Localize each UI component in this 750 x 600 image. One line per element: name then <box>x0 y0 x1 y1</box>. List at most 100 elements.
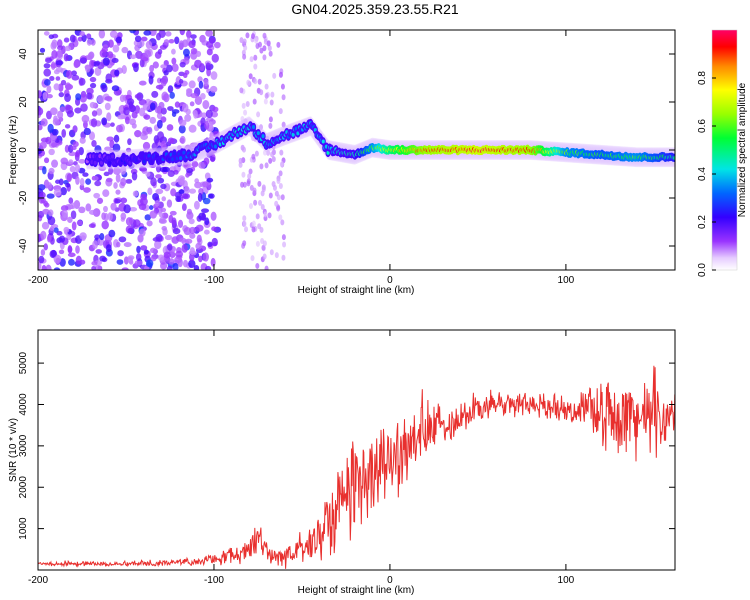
spectrogram-cell <box>158 212 164 218</box>
spectrogram-cell <box>254 37 259 44</box>
spectrogram-cell <box>204 217 210 226</box>
spectrogram-cell <box>58 249 65 255</box>
spectrogram-cell <box>39 141 47 149</box>
spectrogram-cell <box>267 212 272 219</box>
spectrogram-cell <box>188 218 195 225</box>
spectrogram-cell <box>167 106 174 111</box>
spectrogram-cell <box>53 267 61 270</box>
spectrogram-cell <box>154 106 162 114</box>
spectrogram-cell <box>268 192 273 199</box>
spectrogram-cell <box>271 156 276 163</box>
spectrogram-cell <box>48 167 55 175</box>
spectrogram-cell <box>148 75 154 85</box>
spectrogram-cell <box>240 181 245 188</box>
spectrogram-cell <box>200 92 206 100</box>
spectrogram-cell <box>104 102 111 111</box>
spectrogram-cell <box>164 234 173 241</box>
spectrogram-cell <box>194 181 203 189</box>
spectrogram-cell <box>248 168 253 175</box>
y-tick-label: -40 <box>18 238 29 253</box>
y-tick-label: 3000 <box>18 434 29 457</box>
spectrogram-cell <box>198 255 203 263</box>
spectrogram-cell <box>195 242 202 250</box>
spectrogram-cell <box>104 96 113 102</box>
spectrogram-cell <box>205 109 213 119</box>
spectrogram-cell <box>250 255 255 262</box>
spectrogram-cell <box>88 209 97 215</box>
spectrogram-cell <box>123 256 129 265</box>
spectrogram-cell <box>134 35 142 43</box>
spectrogram-cell <box>123 107 130 116</box>
spectrogram-cell <box>65 182 71 188</box>
spectrogram-cell <box>280 219 285 226</box>
spectrogram-cell <box>205 62 211 71</box>
spectrogram-cell <box>184 185 190 194</box>
spectrogram-cell <box>59 235 66 243</box>
colorbar-ticks: 0.0 0.2 0.4 0.6 0.8 <box>697 71 716 277</box>
spectrogram-cell <box>89 101 96 109</box>
spectrogram-cell <box>142 103 150 111</box>
spectrogram-cell <box>168 258 175 265</box>
spectrogram-cell <box>154 200 160 207</box>
spectrogram-cell <box>134 130 142 138</box>
spectrogram-cell <box>99 255 107 262</box>
spectrogram-cell <box>278 214 283 221</box>
y-tick-label: 5000 <box>18 352 29 375</box>
spectrogram-cell <box>76 220 83 226</box>
spectrogram-cell <box>248 202 253 209</box>
spectrogram-cell <box>129 105 136 113</box>
spectrogram-cell <box>184 238 193 244</box>
spectrogram-cell <box>189 232 196 239</box>
spectrogram-cell <box>144 50 152 58</box>
spectrogram-cell <box>281 254 286 261</box>
spectrogram-cells <box>38 30 675 270</box>
spectrogram-cell <box>72 125 78 133</box>
spectrogram-cell <box>57 110 64 119</box>
spectrogram-cell <box>43 63 51 69</box>
spectrogram-cell <box>69 34 76 43</box>
spectrogram-cell <box>91 261 98 266</box>
spectrogram-cell <box>55 76 61 81</box>
spectrogram-cell <box>264 162 269 169</box>
spectrogram-cell <box>160 77 167 87</box>
spectrogram-cell <box>123 242 132 248</box>
spectrogram-cell <box>67 244 73 254</box>
spectrogram-cell <box>190 34 197 40</box>
spectrogram-cell <box>251 125 256 130</box>
spectrogram-cell <box>259 163 264 170</box>
spectrogram-cell <box>134 260 143 266</box>
spectrogram-cell <box>51 159 59 168</box>
spectrogram-cell <box>241 146 246 153</box>
spectrogram-cell <box>128 118 137 126</box>
spectrogram-cell <box>190 92 198 99</box>
spectrogram-cell <box>270 151 275 158</box>
spectrogram-cell <box>129 54 137 60</box>
spectrogram-cell <box>53 188 62 197</box>
spectrogram-cell <box>202 252 209 262</box>
spectrogram-cell <box>111 154 115 159</box>
spectrogram-cell <box>189 101 195 107</box>
spectrogram-cell <box>143 249 149 255</box>
spectrogram-cell <box>116 241 121 248</box>
spectrogram-cell <box>43 157 50 164</box>
spectrogram-cell <box>209 38 216 44</box>
spectrogram-cell <box>66 110 75 118</box>
spectrogram-cell <box>78 206 86 214</box>
spectrogram-cell <box>174 101 181 108</box>
spectrogram-cell <box>129 207 138 212</box>
spectrogram-cell <box>127 227 134 234</box>
spectrogram-cell <box>64 124 71 129</box>
spectrogram-cell <box>48 148 55 156</box>
spectrogram-cell <box>68 258 75 266</box>
spectrogram-cell <box>296 131 300 136</box>
spectrogram-cell <box>159 217 166 224</box>
spectrogram-cell <box>171 63 179 73</box>
spectrogram-cell <box>83 127 91 136</box>
spectrogram-cell <box>93 160 97 165</box>
spectrogram-cell <box>133 219 141 228</box>
spectrogram-cell <box>88 223 96 228</box>
spectrogram-cell <box>158 30 166 38</box>
spectrogram-cell <box>151 142 159 151</box>
